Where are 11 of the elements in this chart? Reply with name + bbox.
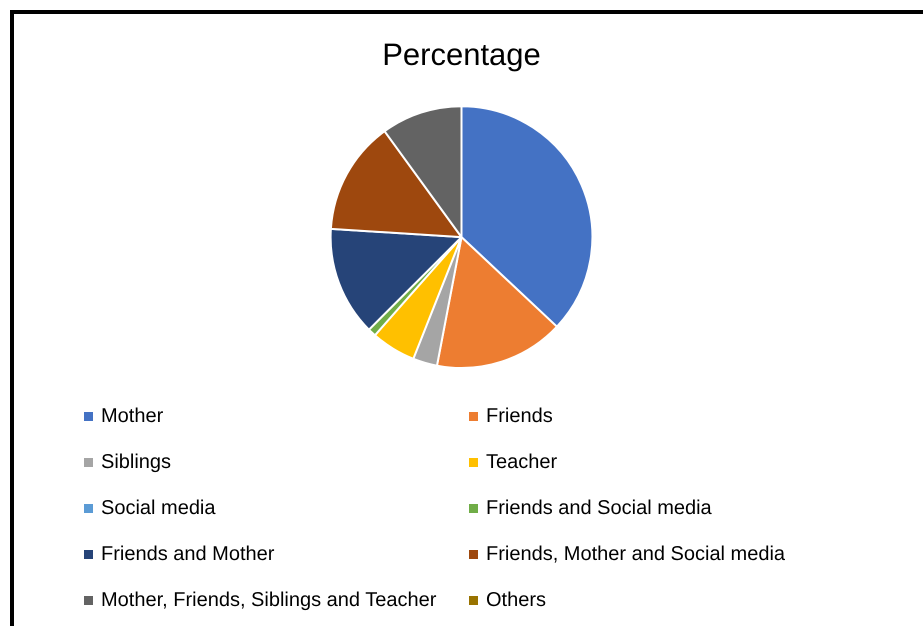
chart-title: Percentage [382, 37, 541, 72]
legend-label: Friends [486, 404, 553, 428]
legend-label: Mother [101, 404, 164, 428]
legend-label: Siblings [101, 450, 172, 474]
legend-label: Others [486, 588, 546, 612]
legend-label: Friends and Mother [101, 542, 274, 566]
legend-label: Mother, Friends, Siblings and Teacher [101, 588, 436, 612]
legend-label: Friends and Social media [486, 496, 712, 520]
legend-label: Teacher [486, 450, 558, 474]
legend-label: Social media [101, 496, 216, 520]
legend-label: Friends, Mother and Social media [486, 542, 786, 566]
